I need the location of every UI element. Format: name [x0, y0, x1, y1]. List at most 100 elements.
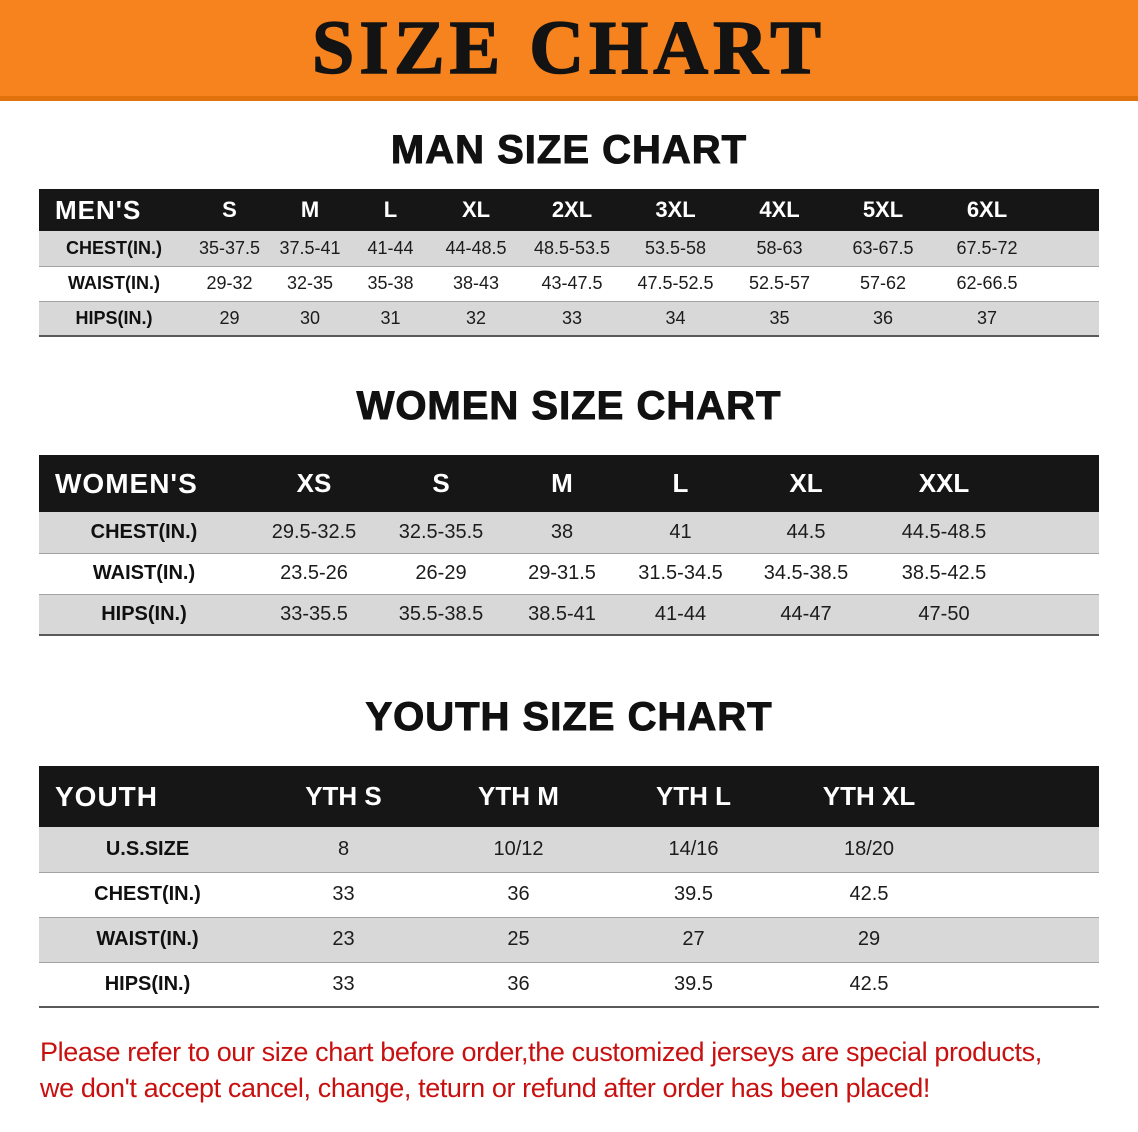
size-value-cell: 39.5	[606, 872, 781, 918]
size-value-cell: 47-50	[872, 594, 1016, 636]
men-waist-row: WAIST(IN.) 29-32 32-35 35-38 38-43 43-47…	[39, 266, 1099, 302]
men-section-heading: MAN SIZE CHART	[390, 128, 748, 173]
size-value-cell: 32	[431, 301, 521, 337]
men-hips-row: HIPS(IN.) 29 30 31 32 33 34 35 36 37	[39, 301, 1099, 337]
row-label-cell: CHEST(IN.)	[39, 872, 256, 918]
youth-chest-row: CHEST(IN.) 33 36 39.5 42.5	[39, 872, 1099, 918]
size-value-cell: 36	[431, 962, 606, 1008]
size-value-cell: 67.5-72	[935, 231, 1039, 267]
size-value-cell: 37	[935, 301, 1039, 337]
men-chest-row: CHEST(IN.) 35-37.5 37.5-41 41-44 44-48.5…	[39, 231, 1099, 267]
men-size-header-4xl: 4XL	[728, 189, 831, 231]
size-value-cell: 29	[189, 301, 270, 337]
size-value-cell: 38-43	[431, 266, 521, 302]
size-value-cell: 44.5-48.5	[872, 512, 1016, 554]
men-size-header-s: S	[189, 189, 270, 231]
size-value-cell: 63-67.5	[831, 231, 935, 267]
youth-size-section: YOUTH SIZE CHART YOUTH YTH S YTH M YTH L…	[0, 694, 1138, 1008]
size-value-cell: 62-66.5	[935, 266, 1039, 302]
size-value-cell: 58-63	[728, 231, 831, 267]
youth-section-heading: YOUTH SIZE CHART	[365, 695, 773, 740]
size-value-cell: 35.5-38.5	[379, 594, 503, 636]
size-value-cell: 35-38	[350, 266, 431, 302]
row-label-cell: WAIST(IN.)	[39, 553, 249, 595]
men-size-header-6xl: 6XL	[935, 189, 1039, 231]
size-value-cell: 39.5	[606, 962, 781, 1008]
size-value-cell: 26-29	[379, 553, 503, 595]
size-value-cell: 42.5	[781, 872, 957, 918]
size-value-cell: 36	[831, 301, 935, 337]
size-value-cell: 48.5-53.5	[521, 231, 623, 267]
size-value-cell: 36	[431, 872, 606, 918]
women-waist-row: WAIST(IN.) 23.5-26 26-29 29-31.5 31.5-34…	[39, 553, 1099, 595]
women-size-section: WOMEN SIZE CHART WOMEN'S XS S M L XL XXL	[0, 383, 1138, 636]
men-table-title: MEN'S	[39, 189, 189, 231]
size-value-cell: 32-35	[270, 266, 350, 302]
size-value-cell: 34	[623, 301, 728, 337]
youth-size-header-s: YTH S	[256, 766, 431, 827]
youth-size-header-m: YTH M	[431, 766, 606, 827]
size-value-cell: 18/20	[781, 827, 957, 873]
size-value-cell: 33	[256, 872, 431, 918]
size-value-cell: 30	[270, 301, 350, 337]
youth-table-title: YOUTH	[39, 766, 256, 827]
men-size-section: MAN SIZE CHART MEN'S S M L XL 2XL 3XL 4X…	[0, 127, 1138, 337]
women-section-heading: WOMEN SIZE CHART	[356, 384, 782, 429]
women-size-header-xs: XS	[249, 455, 379, 512]
women-hips-row: HIPS(IN.) 33-35.5 35.5-38.5 38.5-41 41-4…	[39, 594, 1099, 636]
filler-cell	[957, 766, 1099, 827]
size-value-cell: 33	[521, 301, 623, 337]
men-size-table: MEN'S S M L XL 2XL 3XL 4XL 5XL 6XL CHEST…	[39, 189, 1099, 337]
filler-cell	[957, 872, 1099, 918]
disclaimer-line-1: Please refer to our size chart before or…	[40, 1037, 1042, 1067]
size-value-cell: 44-48.5	[431, 231, 521, 267]
row-label-cell: HIPS(IN.)	[39, 962, 256, 1008]
size-value-cell: 23	[256, 917, 431, 963]
row-label-cell: HIPS(IN.)	[39, 594, 249, 636]
size-value-cell: 44.5	[740, 512, 872, 554]
row-label-cell: U.S.SIZE	[39, 827, 256, 873]
size-value-cell: 31	[350, 301, 431, 337]
men-size-header-m: M	[270, 189, 350, 231]
youth-hips-row: HIPS(IN.) 33 36 39.5 42.5	[39, 962, 1099, 1008]
size-value-cell: 38.5-41	[503, 594, 621, 636]
size-value-cell: 43-47.5	[521, 266, 623, 302]
youth-size-header-xl: YTH XL	[781, 766, 957, 827]
size-value-cell: 29.5-32.5	[249, 512, 379, 554]
size-value-cell: 33	[256, 962, 431, 1008]
filler-cell	[1039, 301, 1099, 337]
size-chart-page: SIZE CHART MAN SIZE CHART MEN'S S M L XL…	[0, 0, 1138, 1107]
size-value-cell: 38	[503, 512, 621, 554]
row-label-cell: HIPS(IN.)	[39, 301, 189, 337]
women-size-header-xxl: XXL	[872, 455, 1016, 512]
size-value-cell: 10/12	[431, 827, 606, 873]
size-chart-banner: SIZE CHART	[0, 0, 1138, 101]
size-value-cell: 57-62	[831, 266, 935, 302]
size-value-cell: 35-37.5	[189, 231, 270, 267]
filler-cell	[1016, 455, 1099, 512]
size-value-cell: 53.5-58	[623, 231, 728, 267]
women-size-header-m: M	[503, 455, 621, 512]
size-value-cell: 25	[431, 917, 606, 963]
women-size-header-xl: XL	[740, 455, 872, 512]
youth-header-row: YOUTH YTH S YTH M YTH L YTH XL	[39, 766, 1099, 827]
size-value-cell: 31.5-34.5	[621, 553, 740, 595]
filler-cell	[957, 962, 1099, 1008]
filler-cell	[957, 827, 1099, 873]
size-value-cell: 29	[781, 917, 957, 963]
men-size-header-5xl: 5XL	[831, 189, 935, 231]
size-value-cell: 23.5-26	[249, 553, 379, 595]
women-chest-row: CHEST(IN.) 29.5-32.5 32.5-35.5 38 41 44.…	[39, 512, 1099, 554]
youth-size-table: YOUTH YTH S YTH M YTH L YTH XL U.S.SIZE …	[39, 766, 1099, 1008]
size-value-cell: 41	[621, 512, 740, 554]
size-value-cell: 27	[606, 917, 781, 963]
filler-cell	[957, 917, 1099, 963]
women-header-row: WOMEN'S XS S M L XL XXL	[39, 455, 1099, 512]
row-label-cell: WAIST(IN.)	[39, 917, 256, 963]
size-value-cell: 33-35.5	[249, 594, 379, 636]
filler-cell	[1016, 512, 1099, 554]
size-value-cell: 29-31.5	[503, 553, 621, 595]
filler-cell	[1016, 553, 1099, 595]
disclaimer: Please refer to our size chart before or…	[40, 1034, 1138, 1107]
size-value-cell: 52.5-57	[728, 266, 831, 302]
